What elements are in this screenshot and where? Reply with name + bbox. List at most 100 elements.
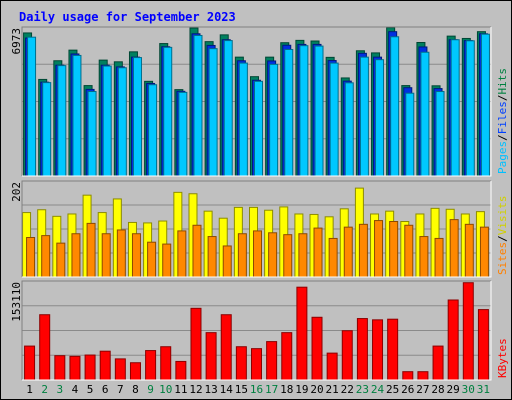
- bar-pages: [148, 84, 158, 177]
- bar-kbytes: [447, 299, 459, 381]
- y-max-label: 153110: [10, 282, 23, 322]
- bar-sites: [404, 224, 414, 278]
- bar-kbytes: [24, 345, 36, 381]
- x-tick-label: 5: [87, 383, 94, 396]
- x-tick-label: 9: [147, 383, 154, 396]
- x-tick-label: 13: [204, 383, 217, 396]
- bar-kbytes: [54, 355, 66, 381]
- bar-pages: [344, 82, 354, 177]
- bar-kbytes: [462, 282, 474, 381]
- bar-pages: [329, 62, 339, 177]
- bar-sites: [449, 219, 459, 278]
- bar-pages: [450, 39, 460, 177]
- bar-kbytes: [372, 319, 384, 381]
- bar-kbytes: [99, 350, 111, 381]
- bar-kbytes: [175, 360, 187, 381]
- x-tick-label: 6: [102, 383, 109, 396]
- x-tick-label: 21: [326, 383, 339, 396]
- bar-pages: [57, 65, 67, 177]
- bar-pages: [27, 36, 37, 177]
- bar-kbytes: [477, 309, 489, 381]
- bar-sites: [41, 235, 51, 278]
- series-legend: Pages/Files/Hits: [496, 68, 509, 174]
- bar-kbytes: [296, 286, 308, 381]
- legend-entry: Sites: [496, 242, 509, 275]
- x-tick-label: 7: [117, 383, 124, 396]
- bar-pages: [390, 36, 400, 177]
- bar-sites: [207, 236, 217, 278]
- bar-kbytes: [356, 318, 368, 381]
- x-tick-label: 29: [447, 383, 460, 396]
- x-tick-label: 19: [295, 383, 308, 396]
- legend-entry: Visits: [496, 196, 509, 236]
- bar-sites: [56, 242, 66, 278]
- bar-pages: [465, 40, 475, 177]
- bar-sites: [389, 221, 399, 278]
- bar-sites: [479, 226, 489, 278]
- bar-pages: [435, 91, 445, 177]
- legend-entry: /: [496, 95, 509, 102]
- bar-kbytes: [39, 314, 51, 381]
- legend-entry: Files: [496, 101, 509, 134]
- bar-pages: [359, 56, 369, 177]
- x-tick-label: 27: [416, 383, 429, 396]
- bar-pages: [284, 49, 294, 177]
- x-tick-label: 30: [462, 383, 475, 396]
- x-tick-label: 18: [280, 383, 293, 396]
- bar-kbytes: [311, 316, 323, 381]
- x-tick-label: 14: [220, 383, 234, 396]
- bar-kbytes: [114, 358, 126, 381]
- bar-kbytes: [190, 307, 202, 381]
- bar-kbytes: [220, 314, 232, 381]
- bar-pages: [117, 67, 127, 177]
- bar-sites: [101, 233, 111, 278]
- panel-border-highlight: [22, 181, 492, 278]
- bar-pages: [269, 63, 279, 177]
- x-tick-label: 26: [401, 383, 414, 396]
- legend-entry: /: [496, 134, 509, 141]
- bar-pages: [102, 65, 112, 177]
- bar-sites: [177, 230, 187, 278]
- panel-border-highlight: [22, 27, 492, 177]
- bar-sites: [298, 233, 308, 278]
- bar-sites: [434, 237, 444, 278]
- x-tick-label: 24: [371, 383, 385, 396]
- bar-kbytes: [341, 330, 353, 381]
- bar-sites: [328, 237, 338, 278]
- bar-kbytes: [205, 332, 217, 381]
- panel-border-shadow: [21, 280, 491, 380]
- bar-kbytes: [251, 348, 262, 381]
- x-tick-label: 2: [41, 383, 48, 396]
- bar-pages: [132, 57, 142, 177]
- bar-sites: [222, 245, 232, 278]
- bar-sites: [358, 223, 368, 278]
- bar-kbytes: [387, 318, 399, 381]
- panel-border-highlight: [22, 281, 492, 381]
- x-tick-label: 22: [341, 383, 354, 396]
- bar-kbytes: [84, 354, 96, 381]
- bar-pages: [254, 80, 263, 177]
- bar-sites: [71, 233, 81, 278]
- x-tick-label: 10: [159, 383, 172, 396]
- legend-entry: /: [496, 235, 509, 242]
- bar-kbytes: [160, 346, 172, 381]
- bar-sites: [147, 241, 157, 278]
- legend-entry: Hits: [496, 68, 509, 95]
- bar-pages: [193, 34, 203, 177]
- bar-kbytes: [129, 362, 141, 381]
- series-legend: KBytes: [496, 338, 509, 378]
- chart-title: Daily usage for September 2023: [19, 10, 236, 24]
- bar-kbytes: [417, 371, 429, 381]
- x-tick-label: 1: [26, 383, 33, 396]
- bar-pages: [238, 62, 248, 177]
- x-tick-label: 11: [174, 383, 187, 396]
- bar-pages: [42, 82, 52, 177]
- x-tick-label: 3: [57, 383, 64, 396]
- x-tick-label: 4: [72, 383, 79, 396]
- bar-kbytes: [326, 352, 338, 381]
- x-tick-label: 28: [431, 383, 444, 396]
- bar-pages: [405, 92, 415, 177]
- x-tick-label: 12: [189, 383, 202, 396]
- bar-pages: [375, 59, 385, 177]
